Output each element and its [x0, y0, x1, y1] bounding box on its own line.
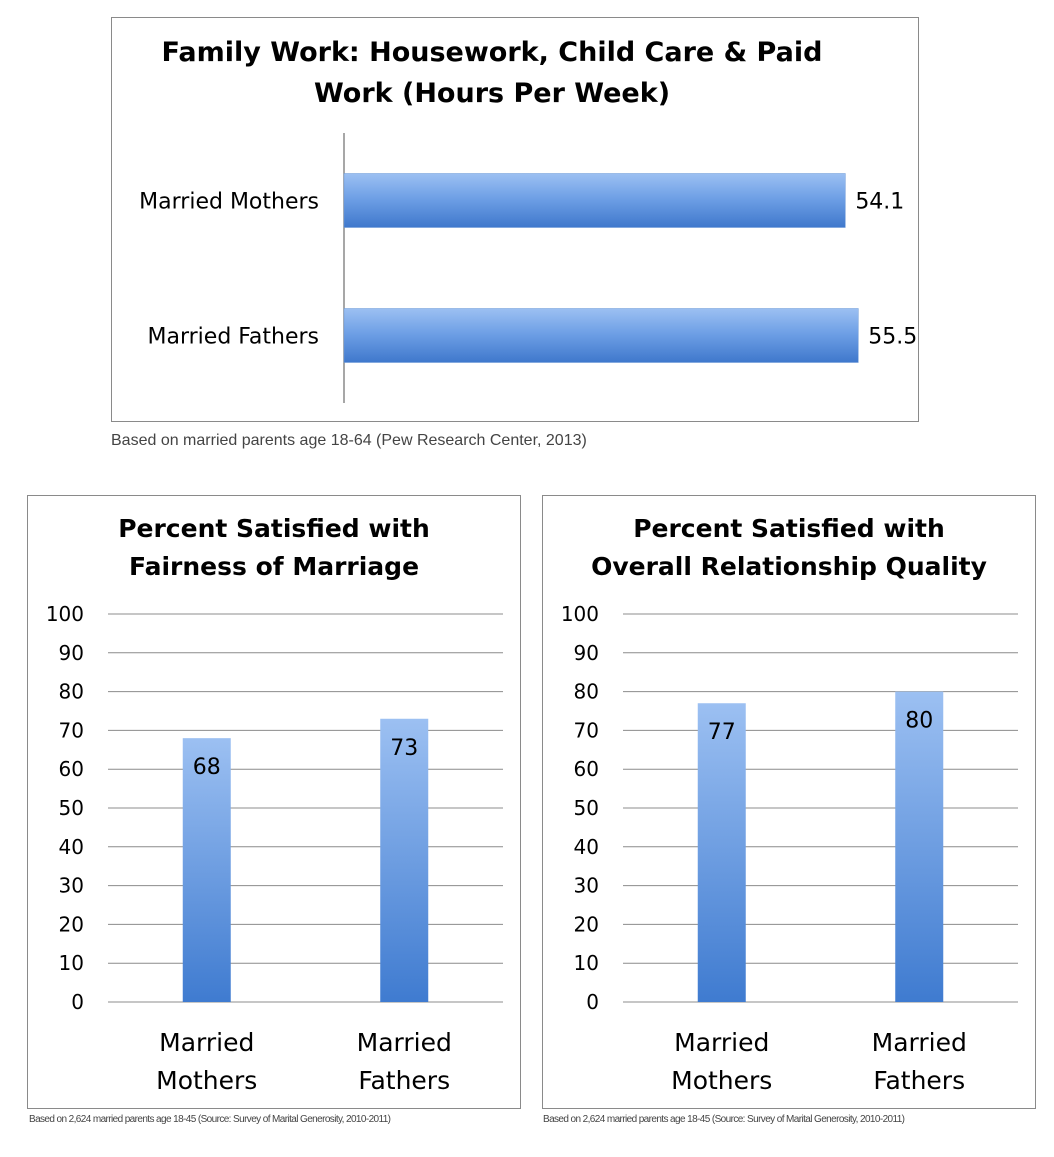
- fairness-chart-title-line-1: Percent Satisfied with: [118, 514, 430, 543]
- fairness-y-tick-label: 60: [59, 757, 84, 781]
- quality-data-label: 77: [708, 720, 736, 745]
- fairness-category-label-line-2: Mothers: [156, 1066, 257, 1095]
- quality-y-tick-label: 40: [574, 835, 599, 859]
- fairness-bar-mothers: [182, 738, 231, 1002]
- quality-data-label: 80: [905, 709, 933, 734]
- quality-source-note: Based on 2,624 married parents age 18-45…: [543, 1114, 905, 1125]
- quality-chart-title-line-2: Overall Relationship Quality: [591, 552, 987, 581]
- quality-category-label-line-1: Married: [674, 1028, 769, 1057]
- fairness-y-tick-label: 90: [59, 641, 84, 665]
- quality-y-tick-label: 50: [574, 796, 599, 820]
- quality-y-tick-label: 0: [586, 990, 599, 1014]
- quality-chart-title: Percent Satisfied with Overall Relations…: [543, 510, 1035, 586]
- fairness-bar-chart: 0 10 20 30 40 50 60 70 80 90 100 68 Married Mothers 73…: [46, 602, 503, 1095]
- quality-y-tick-label: 60: [574, 757, 599, 781]
- quality-y-tick-label: 20: [574, 912, 599, 936]
- quality-chart-title-line-1: Percent Satisfied with: [633, 514, 945, 543]
- fairness-y-tick-label: 20: [59, 912, 84, 936]
- quality-y-tick-label: 30: [574, 874, 599, 898]
- fairness-y-tick-label: 80: [59, 680, 84, 704]
- quality-category-label-line-2: Mothers: [671, 1066, 772, 1095]
- hours-data-label: 55.5: [868, 325, 917, 350]
- fairness-y-tick-label: 40: [59, 835, 84, 859]
- quality-y-tick-label: 70: [574, 718, 599, 742]
- quality-category-label-line-2: Fathers: [873, 1066, 965, 1095]
- fairness-source-note: Based on 2,624 married parents age 18-45…: [29, 1114, 391, 1125]
- hours-bar-fathers: [343, 308, 859, 363]
- fairness-chart-title: Percent Satisfied with Fairness of Marri…: [28, 510, 520, 586]
- fairness-y-tick-label: 30: [59, 874, 84, 898]
- fairness-y-tick-label: 100: [46, 602, 84, 626]
- quality-y-tick-label: 80: [574, 680, 599, 704]
- hours-category-label: Married Fathers: [148, 325, 320, 350]
- hours-bar-mothers: [343, 173, 846, 228]
- fairness-y-tick-label: 70: [59, 718, 84, 742]
- hours-chart-title: Family Work: Housework, Child Care & Pai…: [142, 32, 842, 114]
- fairness-data-label: 68: [193, 755, 221, 780]
- hours-chart-panel: Family Work: Housework, Child Care & Pai…: [111, 17, 919, 422]
- fairness-category-label-line-1: Married: [159, 1028, 254, 1057]
- fairness-category-label-line-1: Married: [357, 1028, 452, 1057]
- fairness-y-tick-label: 10: [59, 951, 84, 975]
- fairness-chart-panel: Percent Satisfied with Fairness of Marri…: [27, 495, 521, 1109]
- fairness-y-tick-label: 0: [71, 990, 84, 1014]
- quality-bar-chart: 0 10 20 30 40 50 60 70 80 90 100 77 Married Mothers 80…: [561, 602, 1018, 1095]
- quality-y-tick-label: 10: [574, 951, 599, 975]
- fairness-data-label: 73: [390, 736, 418, 761]
- fairness-category-label-line-2: Fathers: [358, 1066, 450, 1095]
- hours-data-label: 54.1: [855, 190, 904, 215]
- fairness-chart-title-line-2: Fairness of Marriage: [128, 552, 420, 581]
- hours-chart-title-line-1: Family Work: Housework, Child Care & Pai…: [161, 37, 823, 68]
- hours-chart-title-line-2: Work (Hours Per Week): [313, 78, 671, 109]
- quality-chart-panel: Percent Satisfied with Overall Relations…: [542, 495, 1036, 1109]
- hours-bar-chart: Married Mothers 54.1 Married Fathers 55.5: [139, 133, 917, 403]
- quality-y-tick-label: 100: [561, 602, 599, 626]
- quality-bar-fathers: [895, 691, 944, 1002]
- hours-source-note: Based on married parents age 18-64 (Pew …: [111, 432, 587, 449]
- fairness-bar-fathers: [380, 718, 429, 1002]
- quality-bar-mothers: [697, 703, 746, 1002]
- quality-y-tick-label: 90: [574, 641, 599, 665]
- hours-category-label: Married Mothers: [139, 190, 319, 215]
- quality-category-label-line-1: Married: [872, 1028, 967, 1057]
- fairness-y-tick-label: 50: [59, 796, 84, 820]
